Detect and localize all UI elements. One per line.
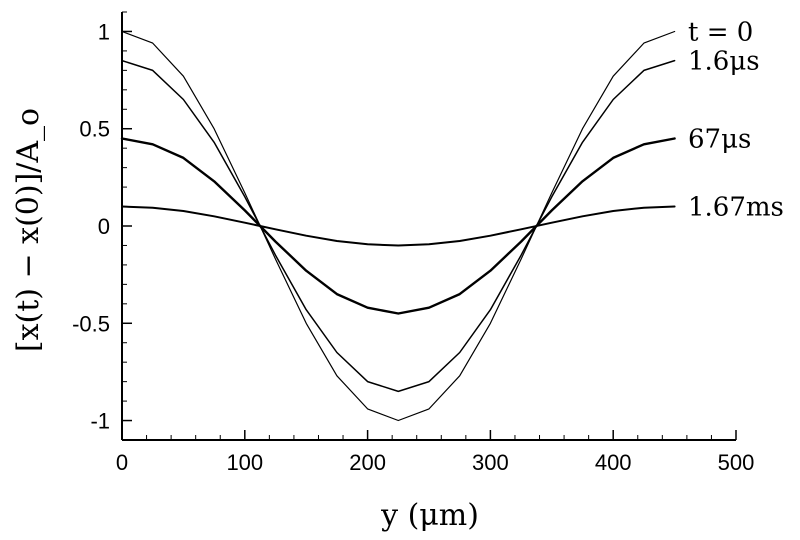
series-label: 1.67ms bbox=[688, 193, 784, 223]
y-tick-label: 0 bbox=[98, 214, 110, 239]
y-tick-label: 1 bbox=[98, 19, 110, 44]
series-label: t = 0 bbox=[688, 17, 753, 47]
labels: t = 01.6μs 67μs 1.67ms bbox=[688, 17, 784, 222]
series-line bbox=[121, 30, 676, 422]
series-line bbox=[121, 59, 676, 393]
x-tick-label: 0 bbox=[116, 450, 128, 475]
y-axis-title: [x(t) − x(0)]/A_o bbox=[11, 108, 46, 352]
x-tick-label: 300 bbox=[472, 450, 509, 475]
x-tick-label: 200 bbox=[349, 450, 386, 475]
x-tick-label: 400 bbox=[595, 450, 632, 475]
x-tick-label: 500 bbox=[718, 450, 755, 475]
y-tick-label: 0.5 bbox=[79, 117, 110, 142]
series-line bbox=[121, 205, 676, 247]
y-tick-label: -0.5 bbox=[72, 311, 110, 336]
series-label: 67μs bbox=[688, 124, 751, 154]
series-label: 1.6μs bbox=[688, 47, 760, 77]
x-tick-label: 100 bbox=[226, 450, 263, 475]
axes: 0 100 200 300 400 500 -1 -0.5 0 0.5 1 bbox=[72, 11, 755, 475]
x-axis-title: y (μm) bbox=[380, 498, 479, 533]
y-tick-label: -1 bbox=[90, 409, 110, 434]
series-line bbox=[120, 137, 676, 315]
plot-lines bbox=[120, 30, 676, 422]
